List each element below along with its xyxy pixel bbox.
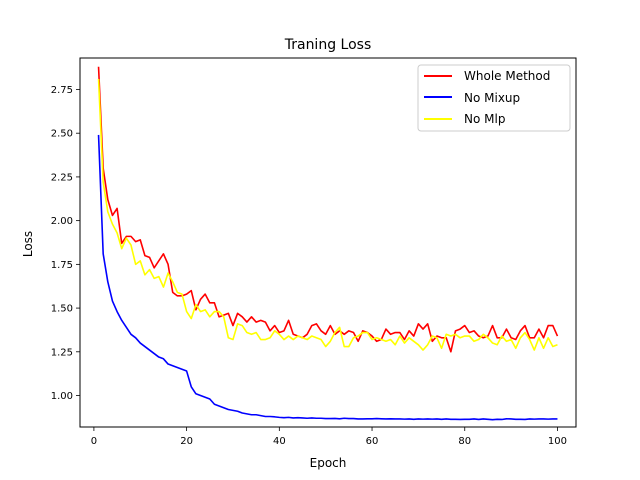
x-tick-label: 60: [366, 436, 379, 447]
x-tick-label: 0: [91, 436, 97, 447]
y-tick-label: 1.50: [51, 304, 73, 315]
y-tick-label: 1.75: [51, 260, 73, 271]
y-tick-label: 1.25: [51, 347, 73, 358]
y-tick-label: 2.50: [51, 129, 73, 140]
x-tick-label: 100: [548, 436, 567, 447]
x-tick-label: 20: [180, 436, 193, 447]
plot-lines: [97, 66, 559, 421]
y-tick-label: 1.00: [51, 391, 73, 402]
y-tick-label: 2.75: [51, 85, 73, 96]
x-tick-label: 80: [458, 436, 471, 447]
plot-frame: [79, 57, 577, 428]
y-axis-label: Loss: [21, 231, 35, 257]
x-axis-label: Epoch: [310, 456, 347, 470]
legend: Whole Method No Mixup No Mlp: [417, 64, 571, 132]
series-line-no-mixup: [97, 134, 558, 421]
legend-label-no-mlp: No Mlp: [464, 112, 505, 126]
legend-label-no-mixup: No Mixup: [464, 91, 520, 105]
legend-label-whole-method: Whole Method: [464, 69, 550, 83]
series-line-no-mlp: [97, 78, 558, 351]
legend-box: [417, 64, 571, 132]
x-tick-label: 40: [273, 436, 286, 447]
x-axis-ticks: 0 20 40 60 80 100: [91, 427, 567, 447]
y-tick-label: 2.25: [51, 172, 73, 183]
y-tick-label: 2.00: [51, 216, 73, 227]
chart-title: Traning Loss: [284, 37, 372, 53]
y-axis-ticks: 1.00 1.25 1.50 1.75 2.00 2.25 2.50 2.75: [51, 85, 80, 402]
